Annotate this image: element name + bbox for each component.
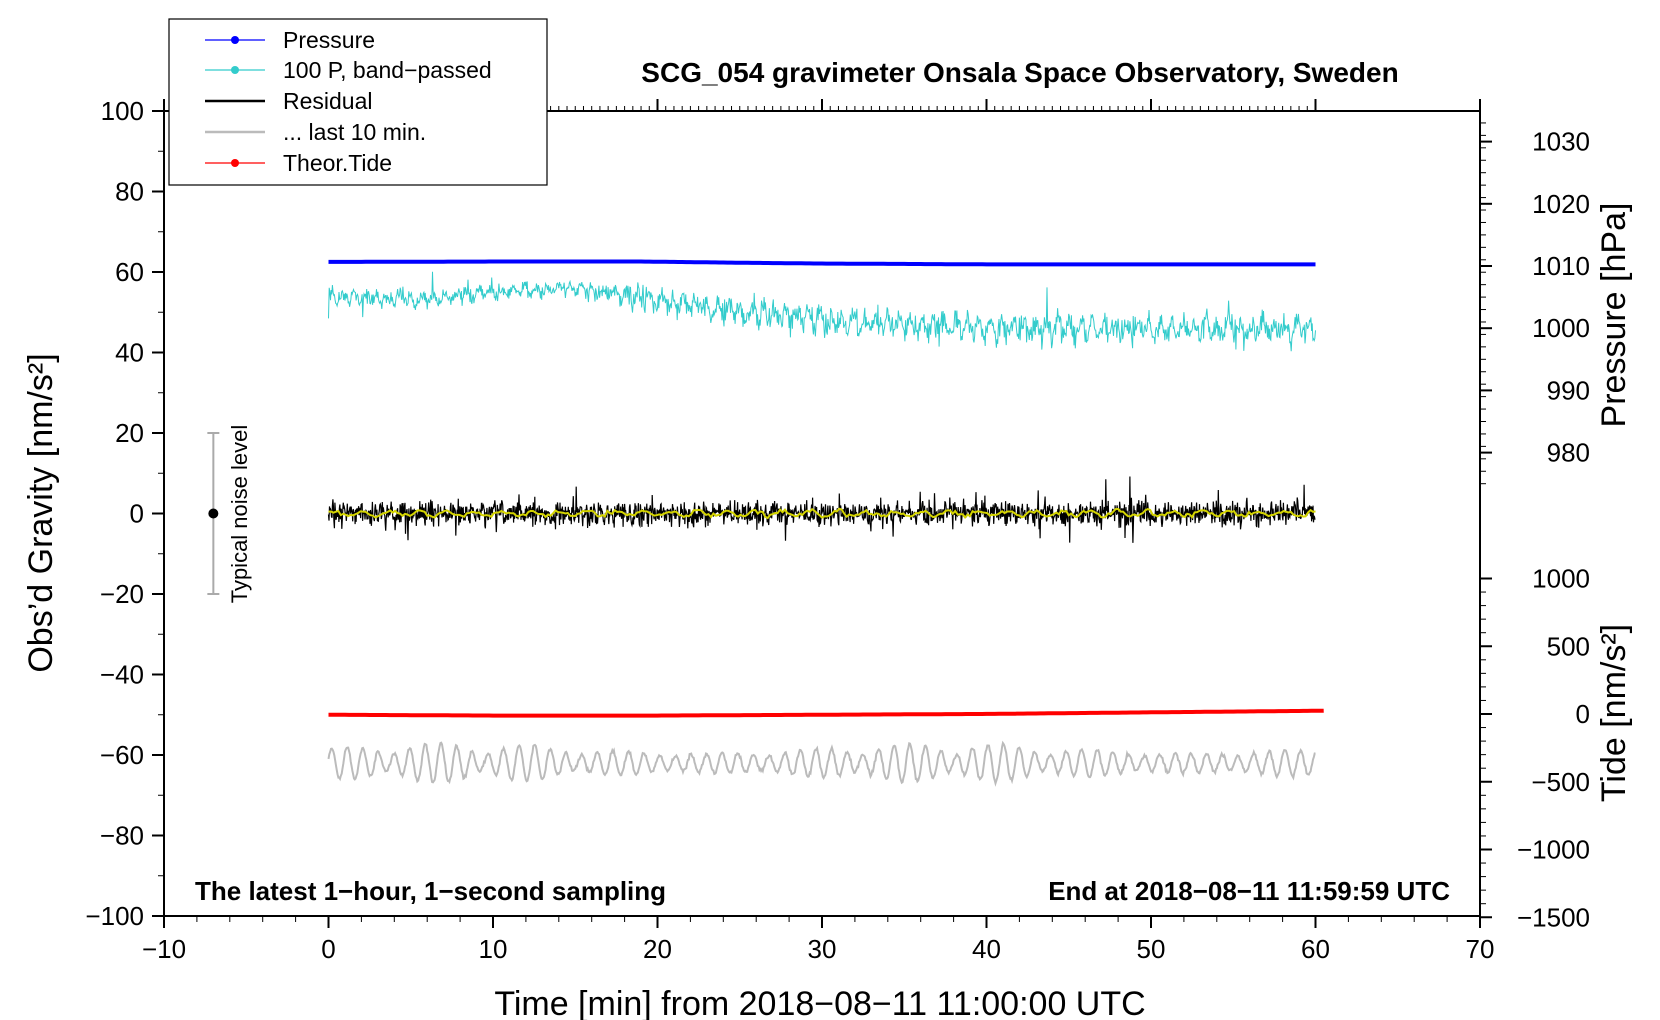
tide-tick-label: −1000 xyxy=(1517,835,1590,865)
y-tick-label: −20 xyxy=(100,579,144,609)
annotation-end-time: End at 2018−08−11 11:59:59 UTC xyxy=(1048,876,1450,906)
axis-ticks: −10 0 10 20 30 40 50 60 70100806040200−20−40−60−… xyxy=(85,96,1590,964)
pressure-tick-label: 1030 xyxy=(1532,127,1590,157)
pressure-tick-label: 1020 xyxy=(1532,189,1590,219)
series-theoretical-tide xyxy=(328,708,1324,718)
x-tick-label: 20 xyxy=(643,934,672,964)
pressure-tick-label: 1000 xyxy=(1532,313,1590,343)
noise-bar-center xyxy=(208,508,219,519)
y-tick-label: −40 xyxy=(100,660,144,690)
series-bandpassed-pressure xyxy=(328,271,1316,352)
tide-tick-label: −1500 xyxy=(1517,902,1590,932)
noise-bar-label: Typical noise level xyxy=(227,425,252,604)
annotation-sampling: The latest 1−hour, 1−second sampling xyxy=(195,876,666,906)
legend-marker-pressure xyxy=(231,36,239,44)
y-axis-label-pressure: Pressure [hPa] xyxy=(1595,203,1633,428)
x-tick-label: 40 xyxy=(972,934,1001,964)
series-pressure xyxy=(328,259,1316,267)
tide-tick-label: 0 xyxy=(1576,699,1590,729)
x-tick-label: 60 xyxy=(1301,934,1330,964)
series-last-10-min xyxy=(327,740,1316,787)
y-tick-label: −80 xyxy=(100,821,144,851)
y-tick-label: −100 xyxy=(85,901,144,931)
y-tick-label: 20 xyxy=(115,418,144,448)
chart-title: SCG_054 gravimeter Onsala Space Observat… xyxy=(641,57,1398,88)
legend-marker-bandpassed xyxy=(231,66,239,74)
legend-label-last10: ... last 10 min. xyxy=(283,119,426,145)
legend-label-pressure: Pressure xyxy=(283,27,375,53)
pressure-tick-label: 1010 xyxy=(1532,251,1590,281)
y-tick-label: 40 xyxy=(115,338,144,368)
series-residual-smoothed xyxy=(328,507,1316,520)
x-tick-label: 0 xyxy=(321,934,335,964)
tide-tick-label: 1000 xyxy=(1532,564,1590,594)
legend-label-tide: Theor.Tide xyxy=(283,150,392,176)
tide-tick-label: −500 xyxy=(1531,767,1590,797)
legend: Pressure 100 P, band−passed Residual ...… xyxy=(168,18,548,186)
legend-label-bandpassed: 100 P, band−passed xyxy=(283,57,492,83)
x-tick-label: 10 xyxy=(479,934,508,964)
pressure-tick-label: 980 xyxy=(1547,438,1590,468)
x-axis-label: Time [min] from 2018−08−11 11:00:00 UTC xyxy=(494,985,1145,1020)
y-tick-label: 80 xyxy=(115,177,144,207)
y-axis-label-tide: Tide [nm/s²] xyxy=(1595,624,1633,802)
x-tick-label: 50 xyxy=(1137,934,1166,964)
data-series xyxy=(207,259,1324,787)
x-tick-label: 70 xyxy=(1466,934,1495,964)
x-tick-label: −10 xyxy=(142,934,186,964)
x-tick-label: 30 xyxy=(808,934,837,964)
y-tick-label: 60 xyxy=(115,257,144,287)
y-tick-label: −60 xyxy=(100,740,144,770)
y-tick-label: 100 xyxy=(101,96,144,126)
series-residual xyxy=(327,476,1316,543)
y-tick-label: 0 xyxy=(130,499,144,529)
legend-label-residual: Residual xyxy=(283,88,373,114)
pressure-tick-label: 990 xyxy=(1547,375,1590,405)
legend-marker-tide xyxy=(231,159,239,167)
y-axis-label-left: Obs’d Gravity [nm/s²] xyxy=(22,353,60,672)
tide-tick-label: 500 xyxy=(1547,631,1590,661)
